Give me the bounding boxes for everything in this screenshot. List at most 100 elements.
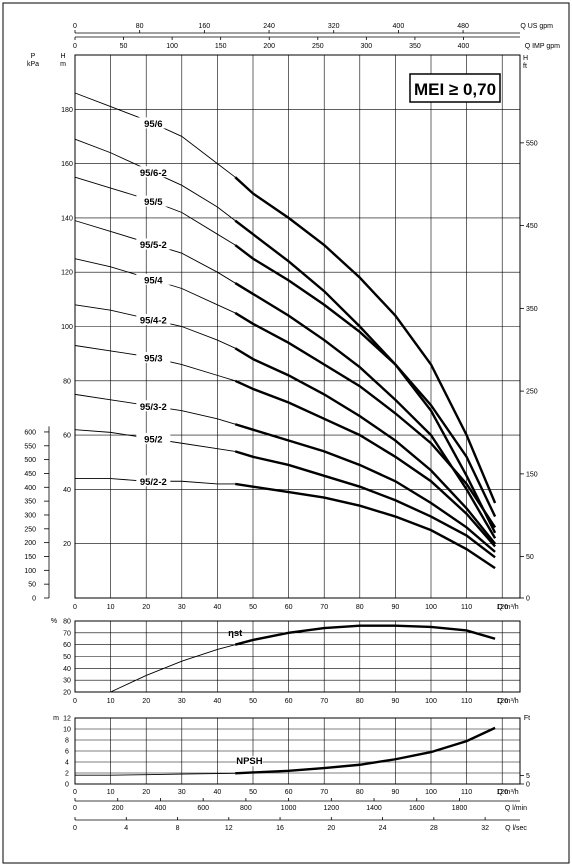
us-gpm-tick-label: 240 xyxy=(263,23,275,30)
feet-tick-label: 350 xyxy=(526,306,538,313)
curve-label-mask xyxy=(136,400,171,412)
efficiency-tick-label: 60 xyxy=(63,642,71,649)
lsec-tick-label: 8 xyxy=(176,825,180,832)
feet-tick-label: 250 xyxy=(526,389,538,396)
efficiency-curve-bold-segment xyxy=(234,624,496,646)
pressure-tick-label: 0 xyxy=(32,596,36,603)
pressure-axis-label-unit: kPa xyxy=(27,61,39,68)
head-m-tick-label: 40 xyxy=(63,487,71,494)
head-panel xyxy=(44,54,524,599)
npsh-x-tick-label: 20 xyxy=(142,789,150,796)
pressure-tick-label: 50 xyxy=(28,582,36,589)
efficiency-x-tick-label: 10 xyxy=(107,698,115,705)
lmin-tick-label: 1600 xyxy=(409,805,425,812)
npsh-tick-label: 8 xyxy=(65,738,69,745)
head-axis-label-unit: m xyxy=(60,61,66,68)
npsh-x-tick-label: 100 xyxy=(425,789,437,796)
head-m-tick-label: 20 xyxy=(63,541,71,548)
npsh-x-tick-label: 40 xyxy=(214,789,222,796)
curve-label-mask xyxy=(136,273,171,285)
us-gpm-tick-label: 80 xyxy=(136,23,144,30)
lmin-tick-label: 1000 xyxy=(281,805,297,812)
npsh-axis-label: m xyxy=(53,715,59,722)
head-curve-95-6-2 xyxy=(74,138,497,534)
head-curve-bold-segment xyxy=(234,311,497,529)
npsh-feet-tick-label: 0 xyxy=(526,782,530,789)
head-curve-thin-segment xyxy=(74,92,236,178)
npsh-x-tick-label: 110 xyxy=(461,789,472,796)
lsec-tick-label: 4 xyxy=(124,825,128,832)
efficiency-tick-label: 30 xyxy=(63,678,71,685)
pressure-tick-label: 300 xyxy=(24,512,36,519)
npsh-x-tick-label: 70 xyxy=(320,789,328,796)
pressure-tick-label: 450 xyxy=(24,471,36,478)
head-x-tick-label: 40 xyxy=(214,604,222,611)
curve-label: 95/5 xyxy=(144,197,163,208)
curve-label: 95/3 xyxy=(144,353,163,364)
head-curve-95-6 xyxy=(74,92,497,504)
head-x-tick-label: 60 xyxy=(285,604,293,611)
feet-tick-label: 50 xyxy=(526,554,534,561)
lsec-tick-label: 16 xyxy=(276,825,284,832)
head-x-tick-label: 10 xyxy=(107,604,115,611)
us-gpm-tick-label: 0 xyxy=(73,23,77,30)
efficiency-x-tick-label: 0 xyxy=(73,698,77,705)
lmin-tick-label: 1400 xyxy=(366,805,382,812)
efficiency-panel xyxy=(74,620,521,693)
head-curve-bold-segment xyxy=(234,379,496,548)
us-gpm-tick-label: 400 xyxy=(393,23,405,30)
curve-label-mask xyxy=(136,117,171,129)
lmin-tick-label: 800 xyxy=(240,805,252,812)
curve-label-mask xyxy=(136,432,171,444)
head-curve-95-2 xyxy=(74,429,496,559)
npsh-x-tick-label: 120 xyxy=(496,789,508,796)
npsh-feet-tick-label: 5 xyxy=(526,773,530,780)
head-curve-95-3 xyxy=(74,345,496,548)
head-curve-bold-segment xyxy=(235,482,496,570)
npsh-label-mask xyxy=(236,756,263,767)
head-x-tick-label: 90 xyxy=(392,604,400,611)
efficiency-x-tick-label: 30 xyxy=(178,698,186,705)
head-m-tick-label: 180 xyxy=(61,107,73,114)
curve-label: 95/4-2 xyxy=(140,315,167,326)
efficiency-tick-label: 50 xyxy=(63,654,71,661)
head-curve-bold-segment xyxy=(234,244,497,518)
curve-label-mask xyxy=(136,475,171,487)
imp-gpm-tick-label: 300 xyxy=(361,43,373,50)
imp-gpm-tick-label: 350 xyxy=(409,43,421,50)
efficiency-x-tick-label: 90 xyxy=(392,698,400,705)
npsh-tick-label: 12 xyxy=(63,716,71,723)
npsh-tick-label: 0 xyxy=(65,782,69,789)
head-curve-95-2-2 xyxy=(75,475,496,570)
mei-badge-text: MEI ≥ 0,70 xyxy=(414,80,496,99)
lsec-tick-label: 12 xyxy=(225,825,233,832)
head-x-tick-label: 110 xyxy=(461,604,472,611)
feet-tick-label: 550 xyxy=(526,140,538,147)
lsec-tick-label: 28 xyxy=(430,825,438,832)
us-gpm-tick-label: 480 xyxy=(457,23,469,30)
imp-gpm-tick-label: 100 xyxy=(166,43,178,50)
head-x-tick-label: 50 xyxy=(249,604,257,611)
pressure-tick-label: 200 xyxy=(24,540,36,547)
head-curve-bold-segment xyxy=(234,347,497,545)
efficiency-axis-label: % xyxy=(51,618,57,625)
curve-label-mask xyxy=(136,313,171,325)
head-curve-bold-segment xyxy=(234,219,497,534)
pressure-tick-label: 500 xyxy=(24,457,36,464)
head-x-tick-label: 100 xyxy=(425,604,437,611)
efficiency-x-tick-label: 80 xyxy=(356,698,364,705)
head-curve-bold-segment xyxy=(234,282,497,539)
efficiency-x-tick-label: 70 xyxy=(320,698,328,705)
efficiency-x-tick-label: 50 xyxy=(249,698,257,705)
efficiency-x-tick-label: 120 xyxy=(496,698,508,705)
lsec-tick-label: 32 xyxy=(481,825,489,832)
head-curve-95-4 xyxy=(74,258,497,529)
npsh-x-tick-label: 50 xyxy=(249,789,257,796)
npsh-curve-thin-segment xyxy=(75,772,236,776)
npsh-feet-axis-label: Ft xyxy=(524,715,530,722)
efficiency-curve-thin-segment xyxy=(110,644,236,693)
npsh-x-tick-label: 80 xyxy=(356,789,364,796)
head-m-tick-label: 160 xyxy=(61,161,73,168)
